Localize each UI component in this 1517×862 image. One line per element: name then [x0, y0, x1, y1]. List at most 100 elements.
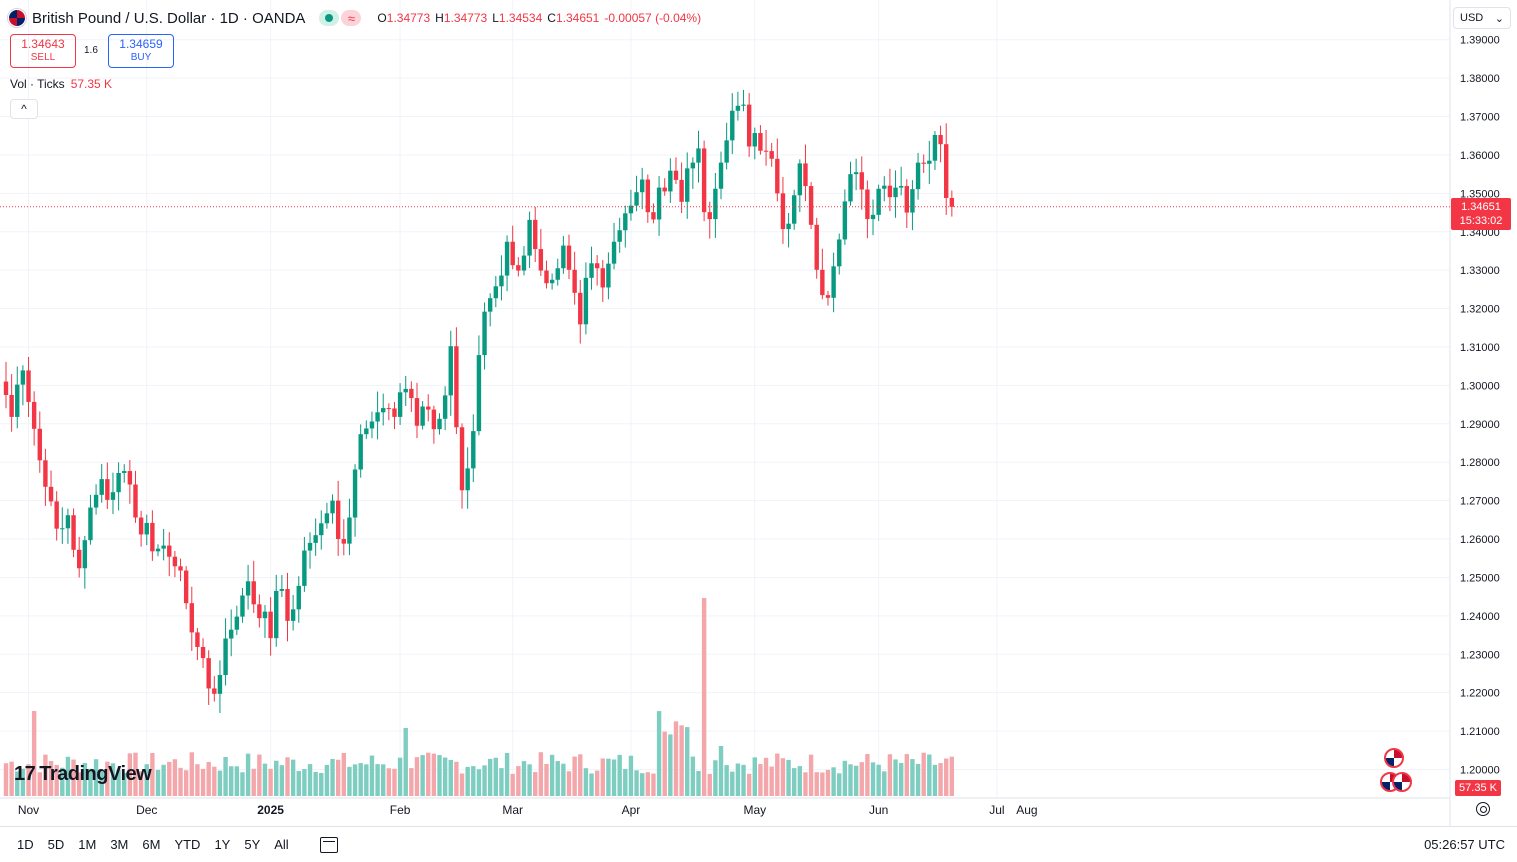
currency-selector[interactable]: USD ⌄ [1453, 7, 1511, 29]
candle-body-157 [887, 185, 893, 198]
x-tick-label-0: Nov [18, 803, 39, 817]
candle-body-110 [623, 213, 628, 231]
scale-settings-icon[interactable] [1476, 802, 1490, 816]
volume-bar-75 [426, 752, 431, 796]
candle-body-123 [696, 148, 701, 163]
utc-clock[interactable]: 05:26:57 UTC [1424, 837, 1505, 852]
volume-bar-149 [842, 760, 848, 796]
x-tick-label-5: Apr [622, 803, 641, 817]
calendar-icon[interactable] [319, 836, 338, 853]
candle-body-121 [685, 168, 690, 202]
uk-event-flag-icon[interactable] [1384, 748, 1404, 768]
volume-bar-5 [31, 711, 37, 796]
delayed-data-icon: ≈ [341, 10, 362, 26]
candle-body-21 [122, 471, 127, 473]
volume-tag: 57.35 K [1455, 780, 1501, 796]
economic-events[interactable] [1380, 748, 1424, 796]
range-all-button[interactable]: All [269, 837, 293, 852]
volume-bar-12 [71, 759, 76, 796]
y-tick-label-17: 1.37000 [1460, 112, 1500, 124]
range-1d-button[interactable]: 1D [12, 837, 39, 852]
volume-bar-17 [99, 770, 104, 796]
range-1y-button[interactable]: 1Y [209, 837, 235, 852]
volume-bar-106 [600, 758, 605, 796]
candle-body-101 [572, 269, 577, 293]
tradingview-logo[interactable]: 17 TradingView [14, 763, 152, 786]
gbp-usd-flag-icon [8, 9, 26, 27]
volume-legend[interactable]: Vol · Ticks 57.35 K [10, 77, 112, 91]
range-ytd-button[interactable]: YTD [169, 837, 205, 852]
collapse-legend-button[interactable]: ^ [10, 99, 38, 119]
volume-bar-134 [758, 764, 763, 796]
candle-body-131 [741, 104, 746, 106]
low-value: 1.34534 [498, 11, 543, 25]
candle-body-34 [195, 632, 200, 647]
range-6m-button[interactable]: 6M [137, 837, 165, 852]
volume-bar-6 [37, 772, 42, 796]
symbol-title[interactable]: British Pound / U.S. Dollar · 1D · OANDA [32, 9, 306, 27]
volume-bar-111 [628, 755, 634, 796]
range-1m-button[interactable]: 1M [73, 837, 101, 852]
candle-body-162 [915, 162, 921, 190]
candle-body-125 [707, 212, 712, 220]
volume-bar-56 [319, 772, 324, 796]
volume-bar-102 [578, 754, 583, 796]
x-tick-label-9: Aug [1016, 803, 1037, 817]
volume-bar-131 [741, 764, 746, 796]
volume-bar-72 [409, 768, 414, 796]
candle-body-109 [617, 230, 622, 242]
us-event-flag-icon-2[interactable] [1392, 772, 1412, 792]
volume-bar-78 [442, 757, 448, 796]
candle-body-6 [37, 428, 42, 461]
candle-body-73 [414, 398, 420, 426]
candle-body-150 [848, 174, 853, 202]
volume-bar-89 [504, 752, 510, 796]
range-5d-button[interactable]: 5D [43, 837, 70, 852]
volume-bar-15 [88, 768, 93, 796]
candle-body-16 [93, 494, 99, 508]
volume-bar-133 [752, 757, 757, 796]
range-3m-button[interactable]: 3M [105, 837, 133, 852]
candle-body-86 [487, 298, 493, 312]
volume-bar-165 [932, 764, 938, 796]
candle-body-76 [431, 409, 437, 430]
y-tick-label-3: 1.23000 [1460, 649, 1500, 661]
candle-body-51 [290, 609, 296, 621]
volume-bar-120 [679, 725, 684, 796]
open-value: 1.34773 [386, 11, 431, 25]
sell-button[interactable]: 1.34643 SELL [10, 34, 76, 68]
volume-bar-0 [3, 763, 9, 796]
buy-button[interactable]: 1.34659 BUY [108, 34, 174, 68]
candle-body-143 [808, 186, 814, 225]
candle-body-19 [110, 492, 116, 500]
candle-body-94 [533, 219, 538, 250]
volume-bar-158 [893, 759, 898, 796]
candle-body-47 [268, 611, 273, 639]
volume-bar-55 [313, 772, 318, 796]
candle-body-80 [454, 346, 459, 428]
volume-bar-154 [870, 762, 876, 796]
candle-body-33 [189, 603, 194, 633]
candle-body-90 [510, 241, 515, 266]
volume-bar-23 [133, 752, 138, 796]
volume-bar-103 [583, 768, 589, 796]
candle-body-64 [364, 428, 369, 435]
volume-bar-61 [347, 766, 352, 796]
volume-bar-112 [634, 770, 639, 796]
y-tick-label-2: 1.22000 [1460, 688, 1500, 700]
volume-bar-27 [155, 769, 161, 796]
candle-body-124 [701, 148, 707, 213]
volume-bar-20 [116, 770, 121, 796]
candle-body-71 [403, 388, 408, 393]
ohlc-values: O1.34773 H1.34773 L1.34534 C1.34651 -0.0… [377, 11, 701, 25]
volume-bar-156 [882, 771, 887, 796]
candle-body-38 [217, 675, 223, 694]
chevron-up-icon: ^ [21, 102, 27, 116]
candle-body-23 [133, 484, 138, 518]
candle-body-155 [876, 188, 881, 215]
market-status-pill[interactable]: ≈ [319, 10, 362, 26]
range-5y-button[interactable]: 5Y [239, 837, 265, 852]
candle-body-126 [713, 188, 718, 220]
candle-body-156 [882, 185, 887, 189]
